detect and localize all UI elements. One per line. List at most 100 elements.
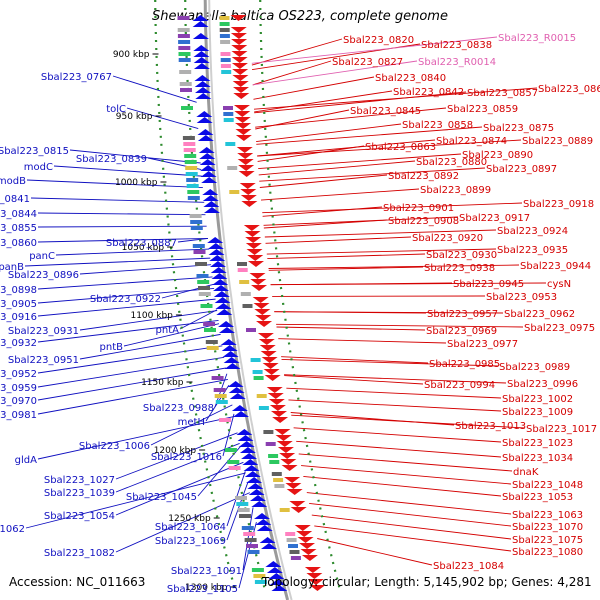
reverse-gene-arrow <box>294 525 311 531</box>
feature-block <box>220 40 231 44</box>
left-leader-line <box>37 345 223 374</box>
feature-block <box>246 328 256 332</box>
forward-gene-arrow <box>249 495 266 501</box>
feature-block <box>213 388 226 392</box>
right-leader-line <box>265 236 412 244</box>
right-gene-label: Sbal223_0845 <box>350 106 421 117</box>
forward-gene-arrow <box>244 471 261 477</box>
reverse-gene-arrow <box>230 33 247 39</box>
left-gene-label: Sbal223_0855 <box>0 223 37 234</box>
reverse-gene-arrow <box>271 411 288 417</box>
right-leader-line <box>268 264 520 269</box>
forward-gene-arrow <box>202 189 219 195</box>
forward-gene-arrow <box>210 267 227 273</box>
forward-gene-arrow <box>199 153 216 159</box>
forward-gene-arrow <box>247 483 264 489</box>
feature-block <box>177 28 190 32</box>
forward-gene-arrow <box>193 63 210 69</box>
left-leader-line <box>37 276 213 290</box>
left-gene-label: modC <box>24 162 53 173</box>
feature-block <box>206 346 219 350</box>
left-gene-label: Sbal223_0905 <box>0 299 37 310</box>
left-leader-line <box>26 179 203 189</box>
right-gene-label: Sbal223_0917 <box>459 213 530 224</box>
feature-block <box>190 220 203 224</box>
reverse-gene-arrow <box>250 279 267 285</box>
scale-tick-label: 1100 kbp <box>130 311 173 321</box>
left-leader-line <box>37 225 207 228</box>
left-gene-label: panC <box>29 251 55 262</box>
right-leader-line <box>257 145 365 162</box>
forward-gene-arrow <box>213 285 230 291</box>
reverse-gene-arrow <box>247 255 264 261</box>
feature-block <box>204 328 216 332</box>
forward-gene-arrow <box>207 237 224 243</box>
reverse-gene-arrow <box>246 249 263 255</box>
right-gene-label: Sbal223_1075 <box>512 535 583 546</box>
feature-block <box>263 430 274 434</box>
feature-block <box>196 274 209 278</box>
left-gene-label: modB <box>0 176 26 187</box>
right-gene-label: Sbal223_1084 <box>433 561 504 572</box>
right-gene-label: Sbal223_0875 <box>483 123 554 134</box>
right-gene-label: Sbal223_0996 <box>507 379 578 390</box>
reverse-gene-arrow <box>249 273 266 279</box>
feature-block <box>224 448 237 452</box>
right-leader-line <box>263 216 459 226</box>
right-leader-line <box>309 502 512 527</box>
forward-gene-arrow <box>254 513 271 519</box>
reverse-gene-arrow <box>245 243 262 249</box>
feature-block <box>223 118 234 122</box>
reverse-gene-arrow <box>231 57 248 63</box>
forward-gene-arrow <box>194 87 211 93</box>
right-leader-line <box>262 202 523 214</box>
feature-block <box>256 394 267 398</box>
right-gene-label: Sbal223_0938 <box>424 263 495 274</box>
feature-block <box>220 58 231 62</box>
reverse-gene-arrow <box>263 369 280 375</box>
left-leader-line <box>25 472 246 529</box>
feature-block <box>179 70 192 74</box>
feature-block <box>289 550 300 554</box>
forward-gene-arrow <box>199 159 216 165</box>
scale-tick-label: 1250 kbp <box>168 514 211 524</box>
left-gene-label: Sbal223_0860 <box>0 238 37 249</box>
feature-block <box>190 226 203 230</box>
forward-gene-arrow <box>242 459 259 465</box>
left-leader-line <box>115 443 240 493</box>
feature-block <box>288 544 298 548</box>
forward-gene-arrow <box>241 453 258 459</box>
left-gene-label: Sbal223_0916 <box>0 312 37 323</box>
right-gene-label: Sbal223_0945 <box>453 279 524 290</box>
right-leader-line <box>281 356 429 364</box>
scale-tick-label: 950 kbp <box>116 112 153 122</box>
feature-block <box>279 508 290 512</box>
reverse-gene-arrow <box>231 63 248 69</box>
right-gene-label: cysN <box>547 279 571 290</box>
right-leader-line <box>276 323 524 328</box>
scale-tick-label: 900 kbp <box>113 50 150 60</box>
reverse-gene-arrow <box>232 75 249 81</box>
right-gene-label: Sbal223_0975 <box>524 323 595 334</box>
reverse-gene-arrow <box>269 405 286 411</box>
right-gene-label: Sbal223_0989 <box>499 362 570 373</box>
forward-gene-arrow <box>239 447 256 453</box>
forward-gene-arrow <box>222 351 239 357</box>
right-leader-line <box>278 338 447 344</box>
left-leader-line <box>123 323 220 347</box>
right-leader-line <box>253 87 538 110</box>
left-leader-line <box>37 298 216 317</box>
reverse-gene-arrow <box>235 135 252 141</box>
forward-gene-arrow <box>215 303 232 309</box>
forward-gene-arrow <box>218 321 235 327</box>
left-gene-label: Sbal223_0988 <box>143 403 214 414</box>
right-gene-label: Sbal223_0840 <box>375 73 446 84</box>
forward-gene-arrow <box>238 441 255 447</box>
right-gene-label: Sbal223_0930 <box>426 250 497 261</box>
reverse-gene-arrow <box>235 123 252 129</box>
reverse-gene-arrow <box>290 507 307 513</box>
forward-gene-arrow <box>198 147 215 153</box>
reverse-gene-arrow <box>277 447 294 453</box>
right-leader-line <box>281 358 499 367</box>
